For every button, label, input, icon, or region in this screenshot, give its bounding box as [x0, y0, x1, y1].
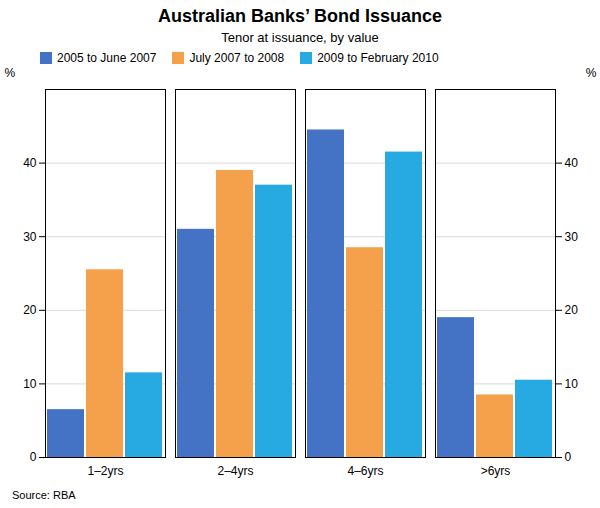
- html-text:Australian Banks’ Bond Issuanc: Australian Banks’ Bond Issuance: [158, 6, 442, 26]
- svg-text:10: 10: [23, 377, 37, 391]
- html-text:2009 to February 2010: 2009 to February 2010: [317, 51, 439, 65]
- svg-text:40: 40: [23, 156, 37, 170]
- svg-text:%: %: [586, 66, 597, 80]
- svg-text:10: 10: [565, 377, 579, 391]
- svg-text:1–2yrs: 1–2yrs: [87, 464, 123, 478]
- svg-text:30: 30: [23, 230, 37, 244]
- svg-text:>6yrs: >6yrs: [481, 464, 511, 478]
- svg-text:2–4yrs: 2–4yrs: [217, 464, 253, 478]
- svg-text:%: %: [5, 66, 16, 80]
- svg-text:4–6yrs: 4–6yrs: [347, 464, 383, 478]
- html-text:2005 to June 2007: 2005 to June 2007: [57, 51, 157, 65]
- html-text:Tenor at issuance, by value: Tenor at issuance, by value: [221, 30, 379, 45]
- svg-text:30: 30: [565, 230, 579, 244]
- svg-text:20: 20: [565, 303, 579, 317]
- svg-text:40: 40: [565, 156, 579, 170]
- html-text:July 2007 to 2008: July 2007 to 2008: [189, 51, 285, 65]
- html-text:Source: RBA: Source: RBA: [12, 489, 76, 501]
- svg-text:0: 0: [30, 450, 37, 464]
- svg-text:0: 0: [565, 450, 572, 464]
- svg-text:20: 20: [23, 303, 37, 317]
